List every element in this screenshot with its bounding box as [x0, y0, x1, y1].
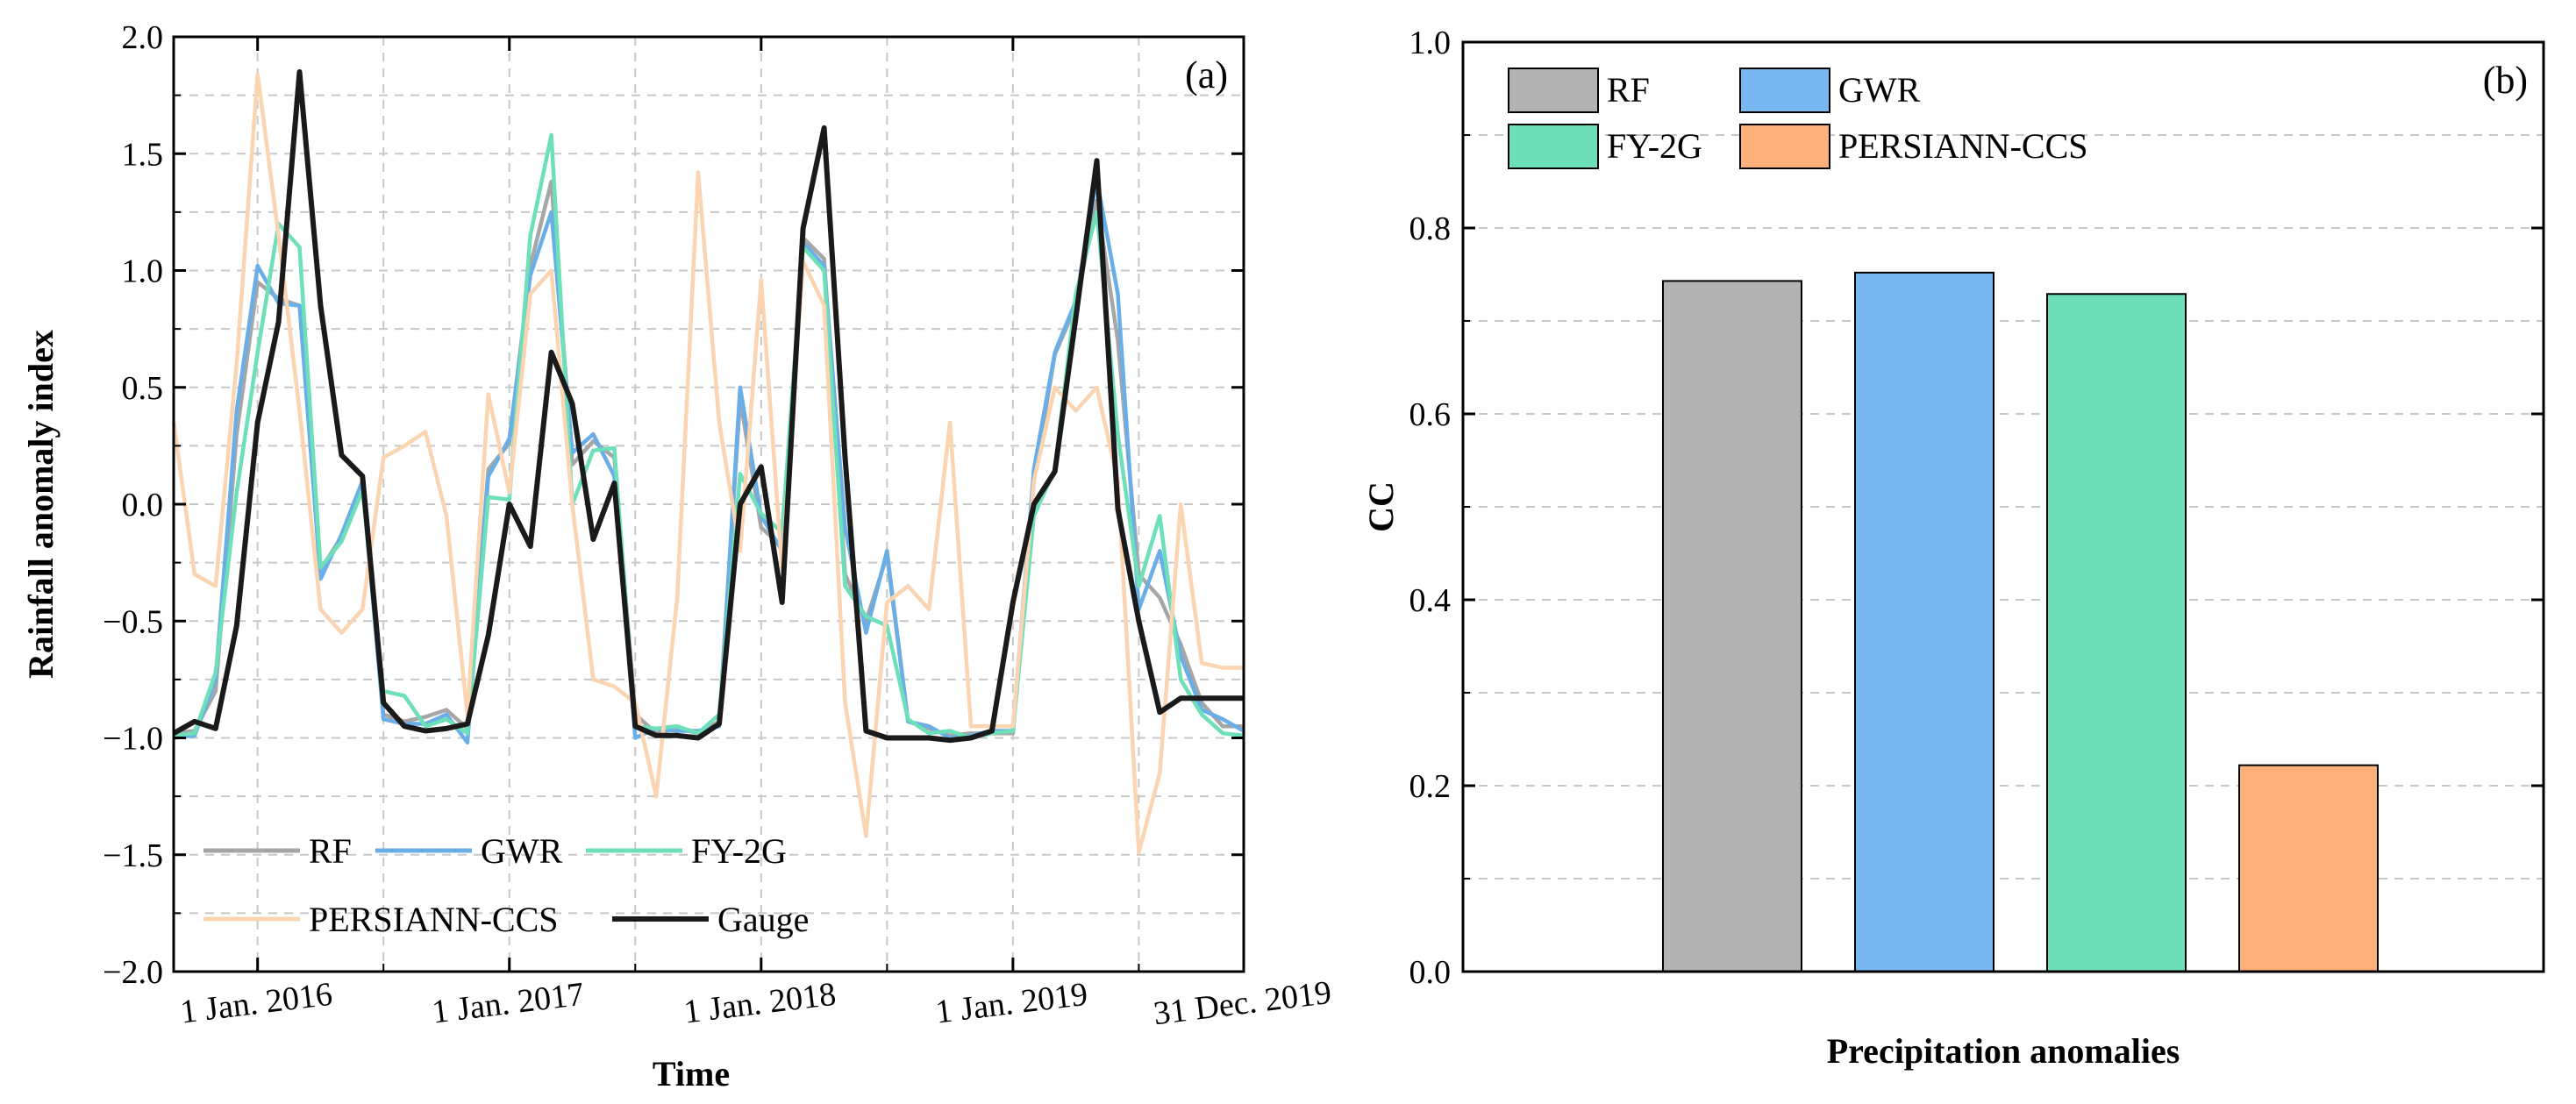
panel-a-x-tick-label: 1 Jan. 2019: [933, 976, 1089, 1031]
panel-a-x-ticks: 1 Jan. 2016 1 Jan. 2017 1 Jan. 2018 1 Jan. …: [178, 37, 1333, 1032]
panel-a-y-ticks: 2.0 1.5 1.0 0.5 0.0 −0.5 −1.0 −1.5 −2.0: [103, 19, 1244, 991]
panel-a-series: [171, 69, 1245, 855]
legend-label-gauge: Gauge: [717, 900, 809, 939]
panel-a-y-tick-label: 2.0: [122, 19, 164, 56]
panel-a-y-tick-label: 1.0: [122, 253, 164, 290]
panel-a-x-axis-title: Time: [653, 1054, 730, 1093]
series-line-gauge: [172, 69, 1244, 744]
legend-swatch-gwr: [1739, 68, 1830, 113]
panel-b-x-axis-title: Precipitation anomalies: [1827, 1031, 2180, 1071]
legend-item-persiann-ccs: PERSIANN-CCS: [1739, 124, 2088, 169]
panel-b-label: (b): [2483, 59, 2528, 102]
legend-swatch-rf: [1508, 68, 1599, 113]
panel-b-grid: [1463, 134, 2544, 880]
panel-a-x-tick-label: 31 Dec. 2019: [1152, 974, 1333, 1033]
series-line-fy-2g: [173, 132, 1245, 740]
legend-swatch-fy-2g: [1508, 124, 1599, 169]
panel-a-legend: RF GWR FY-2G PERSIANN-CCS Gauge: [203, 831, 809, 939]
legend-label-rf: RF: [1607, 70, 1650, 110]
panel-b-bars: [1662, 271, 2379, 973]
panel-a-y-tick-label: −2.0: [103, 954, 163, 991]
panel-a-y-tick-label: −0.5: [103, 603, 163, 640]
panel-b-y-tick-label: 0.8: [1409, 210, 1452, 247]
legend-label-rf: RF: [309, 831, 352, 871]
panel-b-y-tick-label: 0.6: [1409, 396, 1452, 433]
bar-persiann-ccs: [2238, 764, 2379, 972]
legend-label-fy-2g: FY-2G: [1607, 126, 1702, 166]
panel-b-y-tick-label: 0.0: [1409, 954, 1452, 991]
legend-label-gwr: GWR: [481, 831, 563, 871]
panel-a-x-tick-label: 1 Jan. 2017: [430, 976, 586, 1031]
legend-item-gwr: GWR: [1739, 68, 1921, 113]
legend-label-gwr: GWR: [1838, 70, 1921, 110]
panel-b-y-ticks: 1.0 0.8 0.6 0.4 0.2 0.0: [1409, 25, 2544, 991]
panel-a-y-tick-label: 0.0: [122, 487, 164, 524]
panel-b-y-tick-label: 0.2: [1409, 768, 1452, 805]
panel-b-y-axis-title: CC: [1361, 481, 1401, 532]
bar-gwr: [1854, 271, 1994, 972]
legend-item-rf: RF: [1508, 68, 1650, 113]
legend-item-persiann-ccs: PERSIANN-CCS: [203, 900, 559, 939]
legend-label-persiann-ccs: PERSIANN-CCS: [309, 900, 559, 939]
panel-a-x-tick-label: 1 Jan. 2016: [178, 976, 334, 1031]
panel-b-y-tick-label: 0.4: [1409, 582, 1452, 619]
legend-label-persiann-ccs: PERSIANN-CCS: [1838, 126, 2088, 166]
legend-item-gwr: GWR: [375, 831, 563, 871]
legend-item-fy-2g: FY-2G: [586, 831, 787, 871]
panel-a-line-chart: 2.0 1.5 1.0 0.5 0.0 −0.5 −1.0 −1.5 −2.0 1 Jan. 2…: [21, 19, 1333, 1093]
legend-label-fy-2g: FY-2G: [691, 831, 787, 871]
panel-a-y-axis-title: Rainfall anomaly index: [21, 330, 61, 679]
panel-a-y-tick-label: 0.5: [122, 370, 164, 407]
bar-rf: [1662, 280, 1802, 973]
bar-fy-2g: [2046, 293, 2187, 972]
panel-a-x-tick-label: 1 Jan. 2018: [681, 976, 838, 1031]
legend-item-rf: RF: [203, 831, 352, 871]
legend-item-fy-2g: FY-2G: [1508, 124, 1702, 169]
panel-a-grid: [174, 37, 1244, 972]
panel-b-bar-chart: 1.0 0.8 0.6 0.4 0.2 0.0 (b) Precipitation ano…: [1361, 25, 2545, 1071]
panel-a-y-tick-label: −1.0: [103, 721, 163, 758]
legend-swatch-persiann-ccs: [1739, 124, 1830, 169]
panel-a-y-tick-label: 1.5: [122, 136, 164, 173]
panel-a-y-tick-label: −1.5: [103, 837, 163, 874]
panel-b-legend: RF GWR FY-2G PERSIANN-CCS: [1508, 68, 2088, 169]
legend-item-gauge: Gauge: [612, 900, 809, 939]
panel-b-y-tick-label: 1.0: [1409, 25, 1452, 61]
panel-a-label: (a): [1185, 53, 1228, 96]
series-line-persiann-ccs: [171, 72, 1244, 855]
